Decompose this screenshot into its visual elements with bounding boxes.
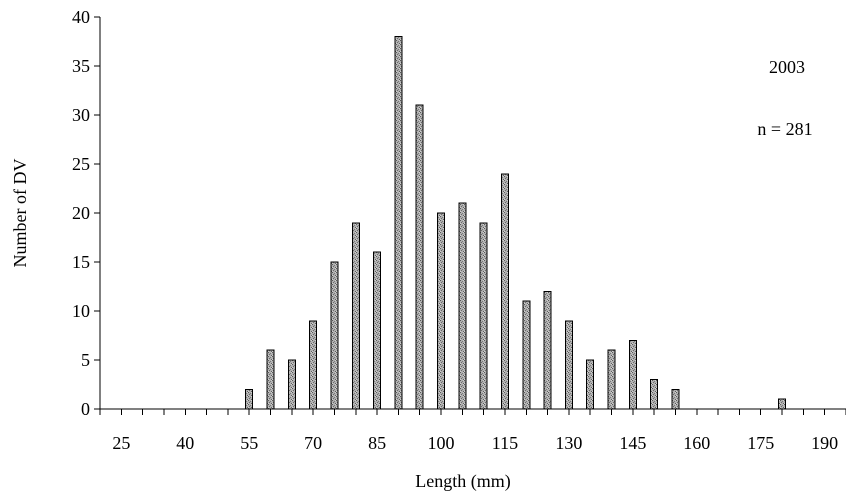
x-tick-label-160: 160 [683,433,710,453]
x-tick-label-25: 25 [112,433,130,453]
histogram-bar-155 [671,388,680,410]
histogram-bar-130 [564,320,573,410]
y-axis-title: Number of DV [10,159,30,268]
histogram-bar-85 [373,251,382,410]
x-tick-label-70: 70 [304,433,322,453]
y-tick-label-20: 20 [72,203,90,223]
histogram-bar-140 [607,349,616,410]
y-tick-label-10: 10 [72,301,90,321]
axes-layer [94,16,846,415]
histogram-bar-55 [245,388,254,410]
sample-size-annotation: n = 281 [757,119,812,139]
histogram-bar-75 [330,261,339,410]
histogram-bar-80 [351,222,360,410]
x-tick-label-175: 175 [747,433,774,453]
histogram-bar-115 [501,173,509,410]
y-tick-label-35: 35 [72,56,90,76]
x-tick-label-55: 55 [240,433,258,453]
y-tick-label-15: 15 [72,252,90,272]
histogram-bar-180 [778,398,787,410]
histogram-bar-135 [586,359,595,410]
x-axis-title: Length (mm) [415,471,510,492]
histogram-bar-145 [628,339,637,410]
y-tick-label-30: 30 [72,105,90,125]
histogram-bar-110 [479,222,488,410]
histogram-bar-70 [309,320,318,410]
x-tick-label-190: 190 [811,433,838,453]
x-tick-label-40: 40 [176,433,194,453]
y-tick-label-25: 25 [72,154,90,174]
histogram-bar-105 [458,202,467,410]
y-tick-label-40: 40 [72,7,90,27]
x-tick-label-145: 145 [619,433,646,453]
y-tick-label-0: 0 [81,399,90,419]
histogram-bar-120 [522,300,531,410]
year-annotation: 2003 [769,57,805,77]
histogram-bar-100 [437,212,445,410]
histogram-bar-150 [650,379,659,410]
histogram-bar-60 [266,349,275,410]
y-tick-label-5: 5 [81,350,90,370]
histogram-bar-95 [415,104,424,410]
x-tick-label-130: 130 [555,433,582,453]
labels-layer: 0 5 10 15 20 25 30 35 40 25 40 55 70 85 100 115 130 145 16… [72,7,838,453]
histogram-bar-90 [394,36,403,410]
bars-layer [245,36,787,410]
x-tick-label-100: 100 [428,433,455,453]
x-tick-label-85: 85 [368,433,386,453]
histogram-bar-125 [543,290,552,410]
histogram-bar-65 [287,359,296,410]
x-tick-label-115: 115 [492,433,518,453]
